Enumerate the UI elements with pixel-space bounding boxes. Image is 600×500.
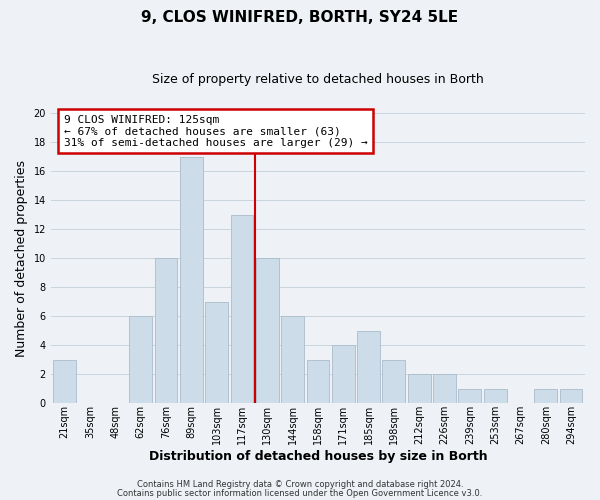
Bar: [433, 374, 456, 403]
Bar: [281, 316, 304, 403]
X-axis label: Distribution of detached houses by size in Borth: Distribution of detached houses by size …: [149, 450, 487, 462]
Bar: [205, 302, 228, 403]
Bar: [53, 360, 76, 403]
Bar: [230, 214, 253, 403]
Bar: [560, 388, 583, 403]
Y-axis label: Number of detached properties: Number of detached properties: [15, 160, 28, 356]
Bar: [332, 345, 355, 403]
Bar: [357, 330, 380, 403]
Bar: [535, 388, 557, 403]
Bar: [484, 388, 506, 403]
Bar: [458, 388, 481, 403]
Bar: [180, 156, 203, 403]
Bar: [307, 360, 329, 403]
Bar: [382, 360, 405, 403]
Text: 9, CLOS WINIFRED, BORTH, SY24 5LE: 9, CLOS WINIFRED, BORTH, SY24 5LE: [142, 10, 458, 25]
Text: Contains HM Land Registry data © Crown copyright and database right 2024.: Contains HM Land Registry data © Crown c…: [137, 480, 463, 489]
Bar: [408, 374, 431, 403]
Bar: [256, 258, 278, 403]
Bar: [155, 258, 178, 403]
Bar: [129, 316, 152, 403]
Text: 9 CLOS WINIFRED: 125sqm
← 67% of detached houses are smaller (63)
31% of semi-de: 9 CLOS WINIFRED: 125sqm ← 67% of detache…: [64, 114, 367, 148]
Text: Contains public sector information licensed under the Open Government Licence v3: Contains public sector information licen…: [118, 489, 482, 498]
Title: Size of property relative to detached houses in Borth: Size of property relative to detached ho…: [152, 72, 484, 86]
